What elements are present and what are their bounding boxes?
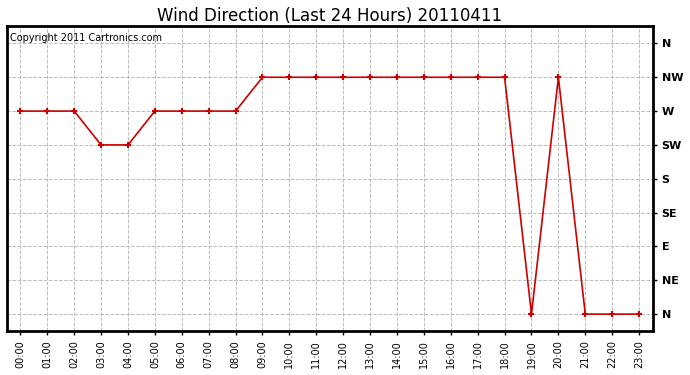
Title: Wind Direction (Last 24 Hours) 20110411: Wind Direction (Last 24 Hours) 20110411 bbox=[157, 7, 502, 25]
Text: Copyright 2011 Cartronics.com: Copyright 2011 Cartronics.com bbox=[10, 33, 162, 43]
